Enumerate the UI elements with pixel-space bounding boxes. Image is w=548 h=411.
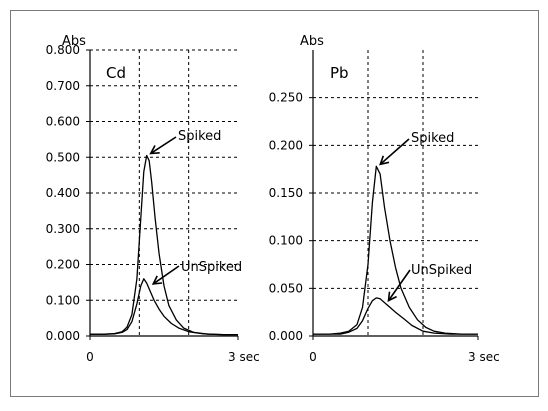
- annotation-arrow-head: [379, 155, 390, 166]
- series-line-unspiked: [313, 297, 478, 335]
- y-tick-label: 0.000: [269, 329, 303, 343]
- x-tick-label: 0: [86, 350, 94, 364]
- x-tick-label: 3 sec: [228, 350, 260, 364]
- y-tick-label: 0.100: [46, 293, 80, 307]
- y-tick-label: 0.200: [46, 258, 80, 272]
- annotation-arrow-shaft: [387, 269, 411, 302]
- series-line-spiked: [313, 165, 478, 335]
- series-line-spiked: [90, 154, 238, 336]
- y-tick-label: 0.100: [269, 234, 303, 248]
- y-axis-label: Abs: [62, 34, 86, 49]
- plot-area: [313, 50, 478, 336]
- y-tick-label: 0.250: [269, 91, 303, 105]
- panel-cd: 0.000 0.100 0.200 0.300 0.400 0.500 0.600 0.700…: [46, 34, 260, 364]
- y-tick-label: 0.300: [46, 222, 80, 236]
- panel-pb: 0.000 0.050 0.100 0.150 0.200 0.250 0 3 sec Abs P…: [269, 34, 500, 364]
- y-tick-label: 0.050: [269, 281, 303, 295]
- annotation-label: Spiked: [178, 129, 221, 144]
- annotation-arrow-shaft: [379, 138, 410, 165]
- y-tick-label: 0.200: [269, 138, 303, 152]
- x-tick-label: 0: [309, 350, 317, 364]
- annotation-label: UnSpiked: [411, 263, 472, 278]
- annotation-label: Spiked: [411, 131, 454, 146]
- series-line-unspiked: [90, 278, 238, 336]
- y-tick-label: 0.600: [46, 115, 80, 129]
- y-tick-label: 0.150: [269, 186, 303, 200]
- annotation-arrow-shaft: [152, 265, 180, 285]
- y-tick-label: 0.400: [46, 186, 80, 200]
- y-tick-label: 0.800: [46, 43, 80, 57]
- panel-label: Pb: [330, 64, 349, 82]
- y-tick-label: 0.000: [46, 329, 80, 343]
- annotation-arrow-head: [149, 145, 160, 155]
- y-tick-label: 0.700: [46, 79, 80, 93]
- annotation-label: UnSpiked: [181, 260, 242, 275]
- panel-label: Cd: [106, 64, 126, 82]
- x-tick-label: 3 sec: [468, 350, 500, 364]
- annotation-arrow-head: [151, 275, 163, 285]
- annotation-arrow-head: [387, 291, 397, 302]
- annotation-arrow-shaft: [150, 136, 177, 155]
- y-tick-label: 0.500: [46, 150, 80, 164]
- y-axis-label: Abs: [300, 34, 324, 49]
